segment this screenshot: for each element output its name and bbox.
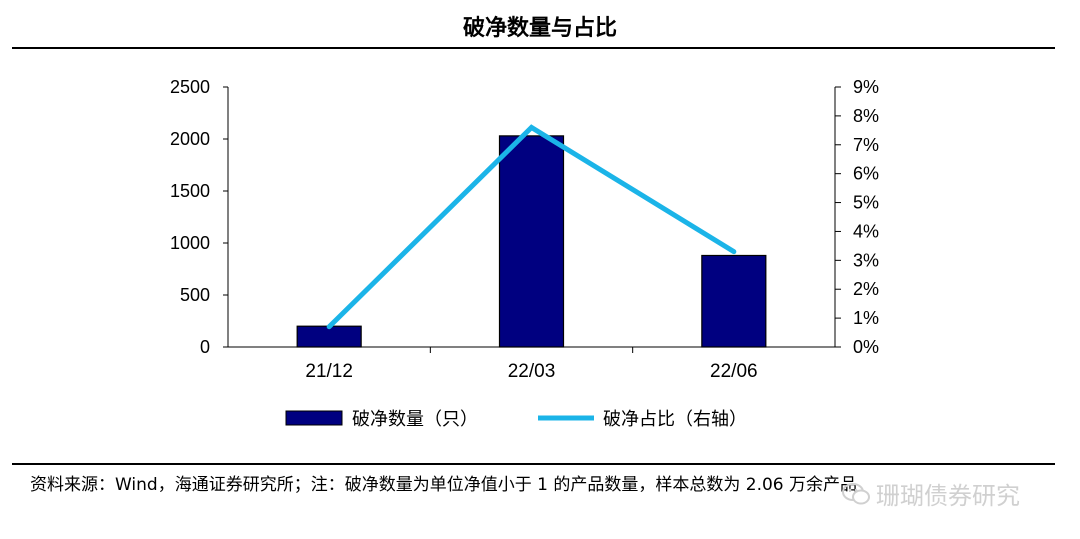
legend-bar-label: 破净数量（只） (352, 409, 478, 429)
source-rule (12, 463, 1055, 465)
left-tick-label: 500 (180, 285, 210, 305)
left-tick-label: 1000 (170, 233, 210, 253)
bar (701, 254, 767, 348)
legend-line-label: 破净占比（右轴） (603, 409, 747, 429)
combo-chart: 0 500 1000 1500 2000 2500 0% 1% 2% 3% 4% 5% 6% 7% 8% 9%… (170, 77, 879, 429)
left-tick-label: 2000 (170, 129, 210, 149)
left-tick-label: 1500 (170, 181, 210, 201)
right-tick-label: 7% (853, 135, 879, 155)
watermark-text: 珊瑚债券研究 (876, 482, 1020, 510)
right-tick-label: 0% (853, 337, 879, 357)
legend-bar-swatch (285, 410, 343, 426)
right-tick-label: 9% (853, 77, 879, 97)
x-tick-label: 22/03 (508, 361, 556, 382)
right-tick-label: 5% (853, 193, 879, 213)
right-tick-label: 4% (853, 221, 879, 241)
right-tick-label: 3% (853, 250, 879, 270)
x-tick-label: 21/12 (305, 361, 353, 382)
bar (498, 135, 565, 348)
chart-title: 破净数量与占比 (462, 16, 617, 41)
wechat-icon (842, 482, 870, 504)
x-tick-label: 22/06 (710, 361, 758, 382)
right-tick-label: 2% (853, 279, 879, 299)
right-tick-label: 6% (853, 164, 879, 184)
watermark: 珊瑚债券研究 (842, 476, 1020, 511)
left-tick-label: 0 (200, 337, 210, 357)
left-tick-label: 2500 (170, 77, 210, 97)
right-tick-label: 1% (853, 308, 879, 328)
bar (296, 325, 362, 348)
title-rule (12, 47, 1055, 49)
right-tick-label: 8% (853, 106, 879, 126)
source-note: 资料来源：Wind，海通证券研究所；注：破净数量为单位净值小于 1 的产品数量，… (30, 475, 858, 495)
